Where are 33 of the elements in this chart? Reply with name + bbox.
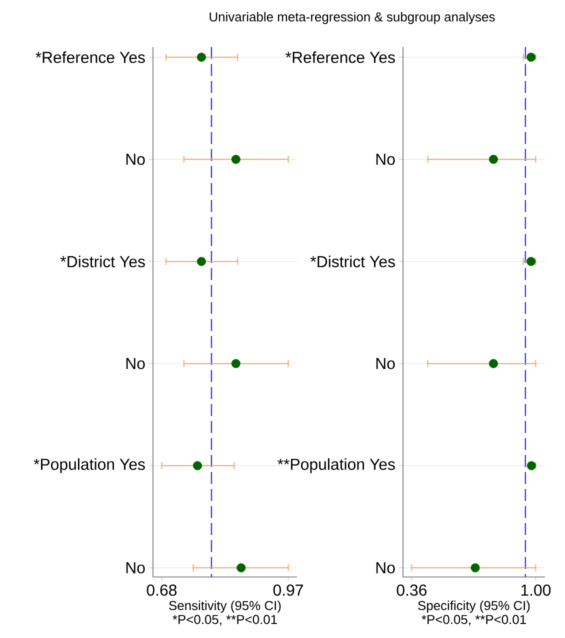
y-tick-label: No <box>376 358 395 370</box>
point <box>196 256 206 266</box>
y-tick-label: No <box>126 154 145 165</box>
y-tick-label: *District Yes <box>60 256 145 268</box>
y-tick-label: No <box>376 562 395 574</box>
point <box>526 52 536 62</box>
text: Univariable meta-regression & subgroup analyses <box>210 12 495 24</box>
text: *P<0.05, **P<0.01 <box>422 614 526 626</box>
point <box>488 359 498 368</box>
y-tick-label: *Reference Yes <box>286 51 395 64</box>
y-tick-label: *District Yes <box>310 256 395 268</box>
point <box>488 154 498 164</box>
point <box>526 461 536 470</box>
x-axis-title: Specificity (95% CI) <box>418 600 530 613</box>
y-tick-label: No <box>126 358 145 370</box>
y-tick-label: No <box>126 562 145 574</box>
point <box>231 154 240 164</box>
point <box>470 563 480 572</box>
point <box>193 461 202 470</box>
y-tick-label: *Population Yes <box>34 458 145 474</box>
point <box>236 563 246 572</box>
text: *P<0.05, **P<0.01 <box>172 614 277 626</box>
x-tick-label: 1.00 <box>521 584 551 596</box>
x-tick-label: 0.68 <box>146 584 177 596</box>
x-tick-label: 0.97 <box>273 584 303 596</box>
point <box>526 256 536 266</box>
point <box>196 52 206 62</box>
x-axis-title: Sensitivity (95% CI) <box>169 600 281 613</box>
point <box>231 359 240 368</box>
y-tick-label: **Population Yes <box>278 458 395 474</box>
y-tick-label: *Reference Yes <box>36 51 145 64</box>
x-tick-label: 0.36 <box>396 584 427 596</box>
y-tick-label: No <box>376 154 395 165</box>
